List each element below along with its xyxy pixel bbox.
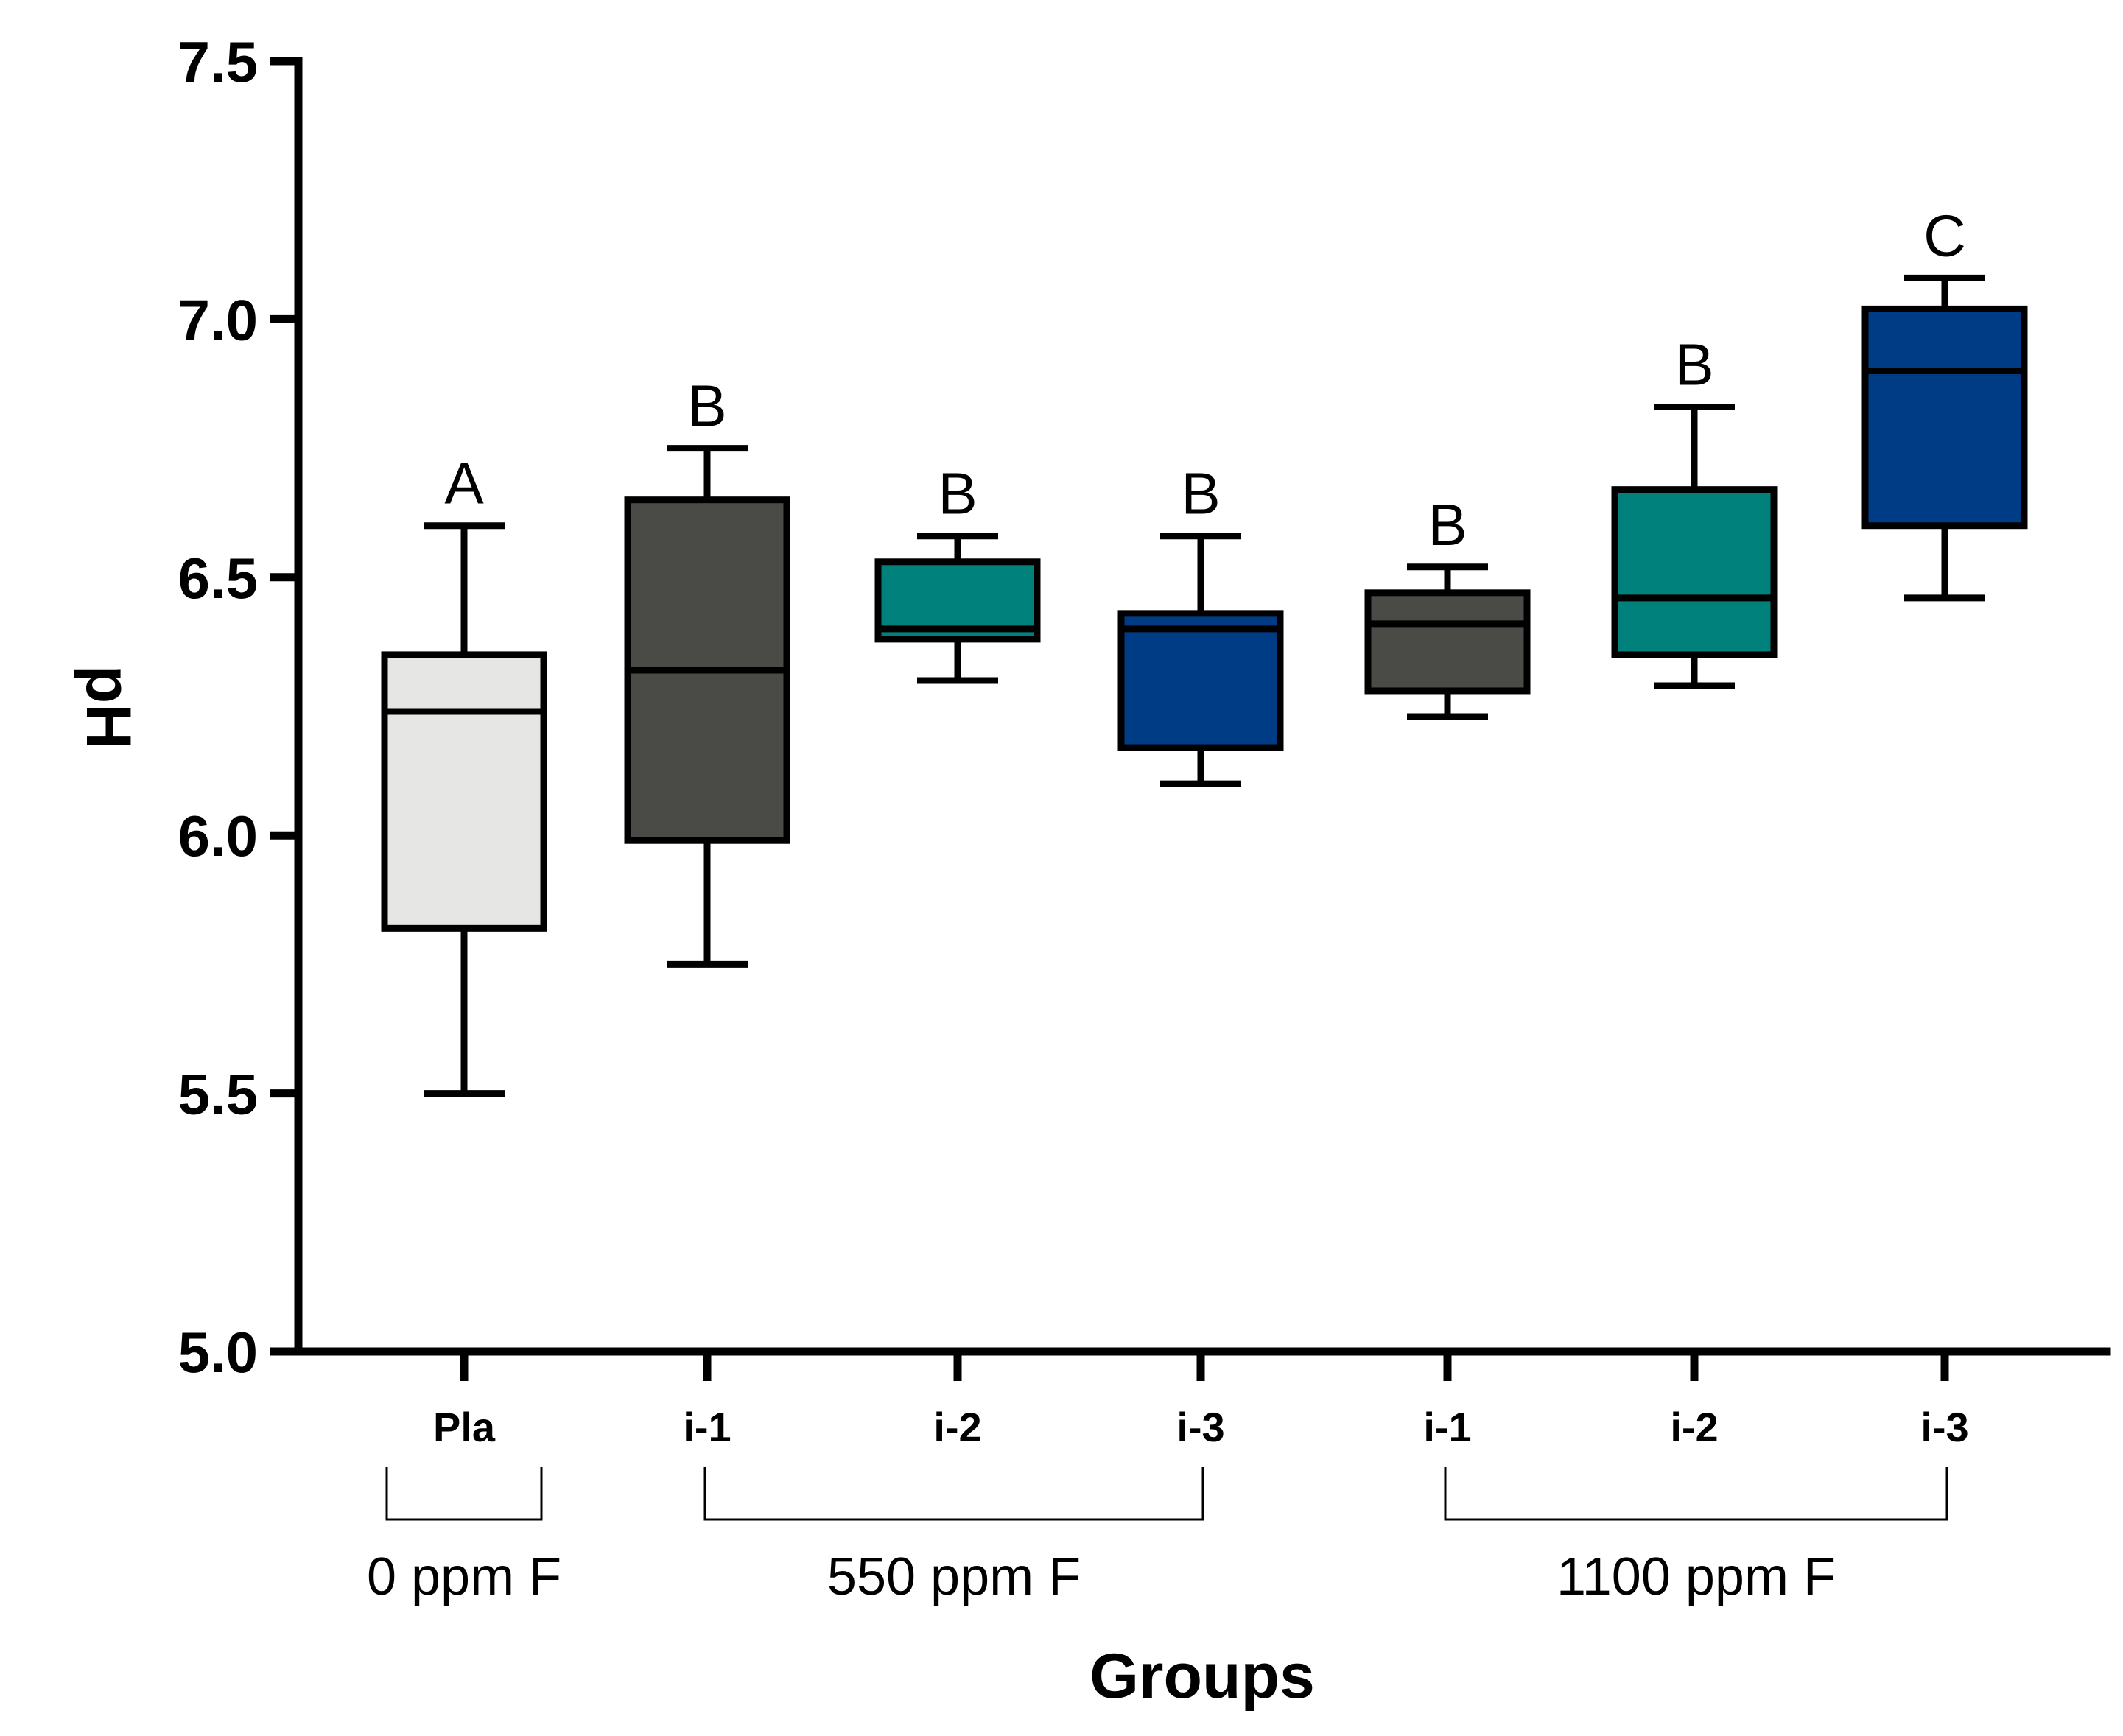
group-1: 0 ppm F [367, 1467, 561, 1606]
group-label: 550 ppm F [827, 1547, 1081, 1606]
box-2: B [624, 373, 790, 968]
group-brackets: 0 ppm F 550 ppm F 1100 ppm F [367, 1467, 1948, 1606]
x-tick-label: i-3 [1920, 1404, 1968, 1450]
group-label: 1100 ppm F [1557, 1547, 1836, 1606]
significance-letter: B [938, 461, 977, 527]
box-7: C [1861, 203, 2028, 602]
y-tick-label: 5.0 [178, 1320, 258, 1385]
group-3: 1100 ppm F [1444, 1467, 1948, 1606]
y-tick-label: 6.0 [178, 804, 258, 868]
y-axis: 5.0 5.5 6.0 6.5 7.0 7.5 [178, 29, 303, 1385]
significance-letter: B [687, 373, 726, 439]
significance-letter: A [444, 451, 484, 516]
significance-letter: B [1428, 492, 1467, 558]
box-iqr [1611, 486, 1778, 658]
box-series: A B B B B B C [381, 203, 2028, 1097]
box-iqr [1861, 305, 2028, 530]
y-tick-label: 7.0 [178, 287, 258, 352]
box-1: A [381, 451, 547, 1097]
group-bracket [703, 1467, 1204, 1521]
x-tick-label: i-2 [933, 1404, 981, 1450]
y-axis-label: pH [73, 665, 144, 750]
x-tick-label: i-2 [1670, 1404, 1718, 1450]
box-5: B [1364, 492, 1531, 720]
box-iqr [381, 651, 547, 932]
y-tick-label: 7.5 [178, 29, 258, 94]
significance-letter: B [1674, 332, 1713, 398]
x-tick-label: i-3 [1176, 1404, 1224, 1450]
x-axis-label: Groups [1089, 1641, 1315, 1712]
group-bracket [1444, 1467, 1948, 1521]
x-tick-label: i-1 [1423, 1404, 1471, 1450]
x-axis: Pla i-1 i-2 i-3 i-1 i-2 i-3 [294, 1347, 2111, 1450]
box-6: B [1611, 332, 1778, 689]
significance-letter: B [1181, 461, 1220, 527]
group-bracket [385, 1467, 543, 1521]
x-tick-label: Pla [433, 1404, 496, 1450]
significance-letter: C [1923, 203, 1966, 268]
box-4: B [1117, 461, 1284, 787]
x-tick-label: i-1 [683, 1404, 731, 1450]
group-2: 550 ppm F [703, 1467, 1204, 1606]
box-iqr [1364, 589, 1531, 695]
box-3: B [874, 461, 1041, 684]
y-tick-label: 5.5 [178, 1062, 258, 1127]
y-tick-label: 6.5 [178, 546, 258, 611]
box-iqr [1117, 610, 1284, 751]
group-label: 0 ppm F [367, 1547, 561, 1606]
